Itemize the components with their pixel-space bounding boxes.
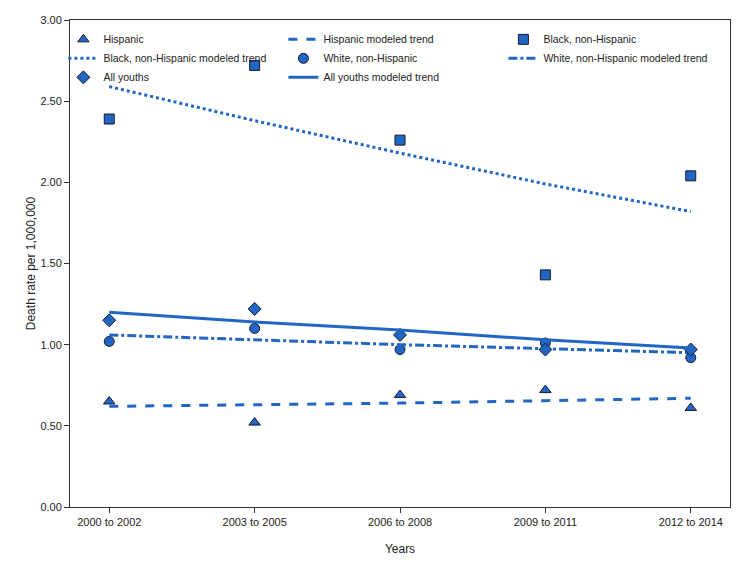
svg-text:2009 to 2011: 2009 to 2011: [514, 516, 577, 528]
svg-text:White, non-Hispanic: White, non-Hispanic: [323, 52, 417, 64]
svg-text:1.50: 1.50: [40, 257, 61, 269]
svg-text:Hispanic: Hispanic: [103, 33, 143, 45]
svg-text:2003 to 2005: 2003 to 2005: [223, 516, 287, 528]
svg-text:2012 to 2014: 2012 to 2014: [659, 516, 723, 528]
svg-text:2000 to 2002: 2000 to 2002: [77, 516, 141, 528]
svg-text:Black, non-Hispanic modeled tr: Black, non-Hispanic modeled trend: [103, 52, 266, 64]
svg-text:Black, non-Hispanic: Black, non-Hispanic: [543, 33, 636, 45]
svg-text:All youths modeled trend: All youths modeled trend: [323, 71, 439, 83]
svg-text:Death rate per 1,000,000: Death rate per 1,000,000: [24, 196, 38, 330]
svg-text:2006 to 2008: 2006 to 2008: [368, 516, 432, 528]
svg-text:2.50: 2.50: [40, 95, 61, 107]
svg-text:3.00: 3.00: [40, 14, 61, 26]
svg-text:0.50: 0.50: [40, 420, 61, 432]
svg-text:1.00: 1.00: [40, 339, 61, 351]
svg-text:2.00: 2.00: [40, 176, 61, 188]
svg-text:0.00: 0.00: [40, 501, 61, 513]
svg-text:White, non-Hispanic modeled tr: White, non-Hispanic modeled trend: [543, 52, 707, 64]
svg-text:All youths: All youths: [103, 71, 149, 83]
svg-text:Hispanic modeled trend: Hispanic modeled trend: [323, 33, 433, 45]
svg-text:Years: Years: [385, 542, 415, 556]
